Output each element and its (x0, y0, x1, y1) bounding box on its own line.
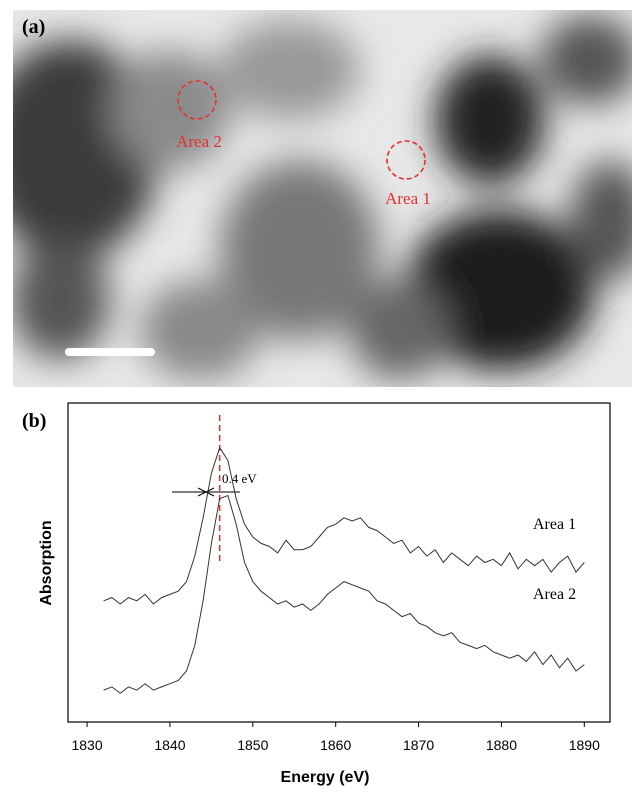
x-tick-label: 1880 (486, 737, 517, 753)
x-tick-label: 1860 (320, 737, 351, 753)
x-tick-label: 1850 (237, 737, 268, 753)
x-tick-label: 1840 (154, 737, 185, 753)
annotation: 0.4 eV (222, 471, 257, 486)
series-label: Area 2 (533, 586, 576, 603)
x-tick-label: 1890 (569, 737, 600, 753)
series-line (103, 446, 585, 605)
x-axis-label: Energy (eV) (281, 769, 370, 786)
x-tick-label: 1830 (71, 737, 102, 753)
x-tick-label: 1870 (403, 737, 434, 753)
panel-label: (b) (22, 410, 46, 432)
area-label: Area 2 (176, 132, 222, 151)
area-label: Area 1 (385, 189, 431, 208)
series-line (103, 494, 585, 694)
series-label: Area 1 (533, 516, 576, 533)
micrograph (13, 10, 632, 387)
fwhm-marker (172, 487, 240, 497)
plot-frame (67, 402, 611, 723)
panel-label: (a) (22, 16, 45, 38)
y-axis-label: Absorption (38, 520, 55, 605)
